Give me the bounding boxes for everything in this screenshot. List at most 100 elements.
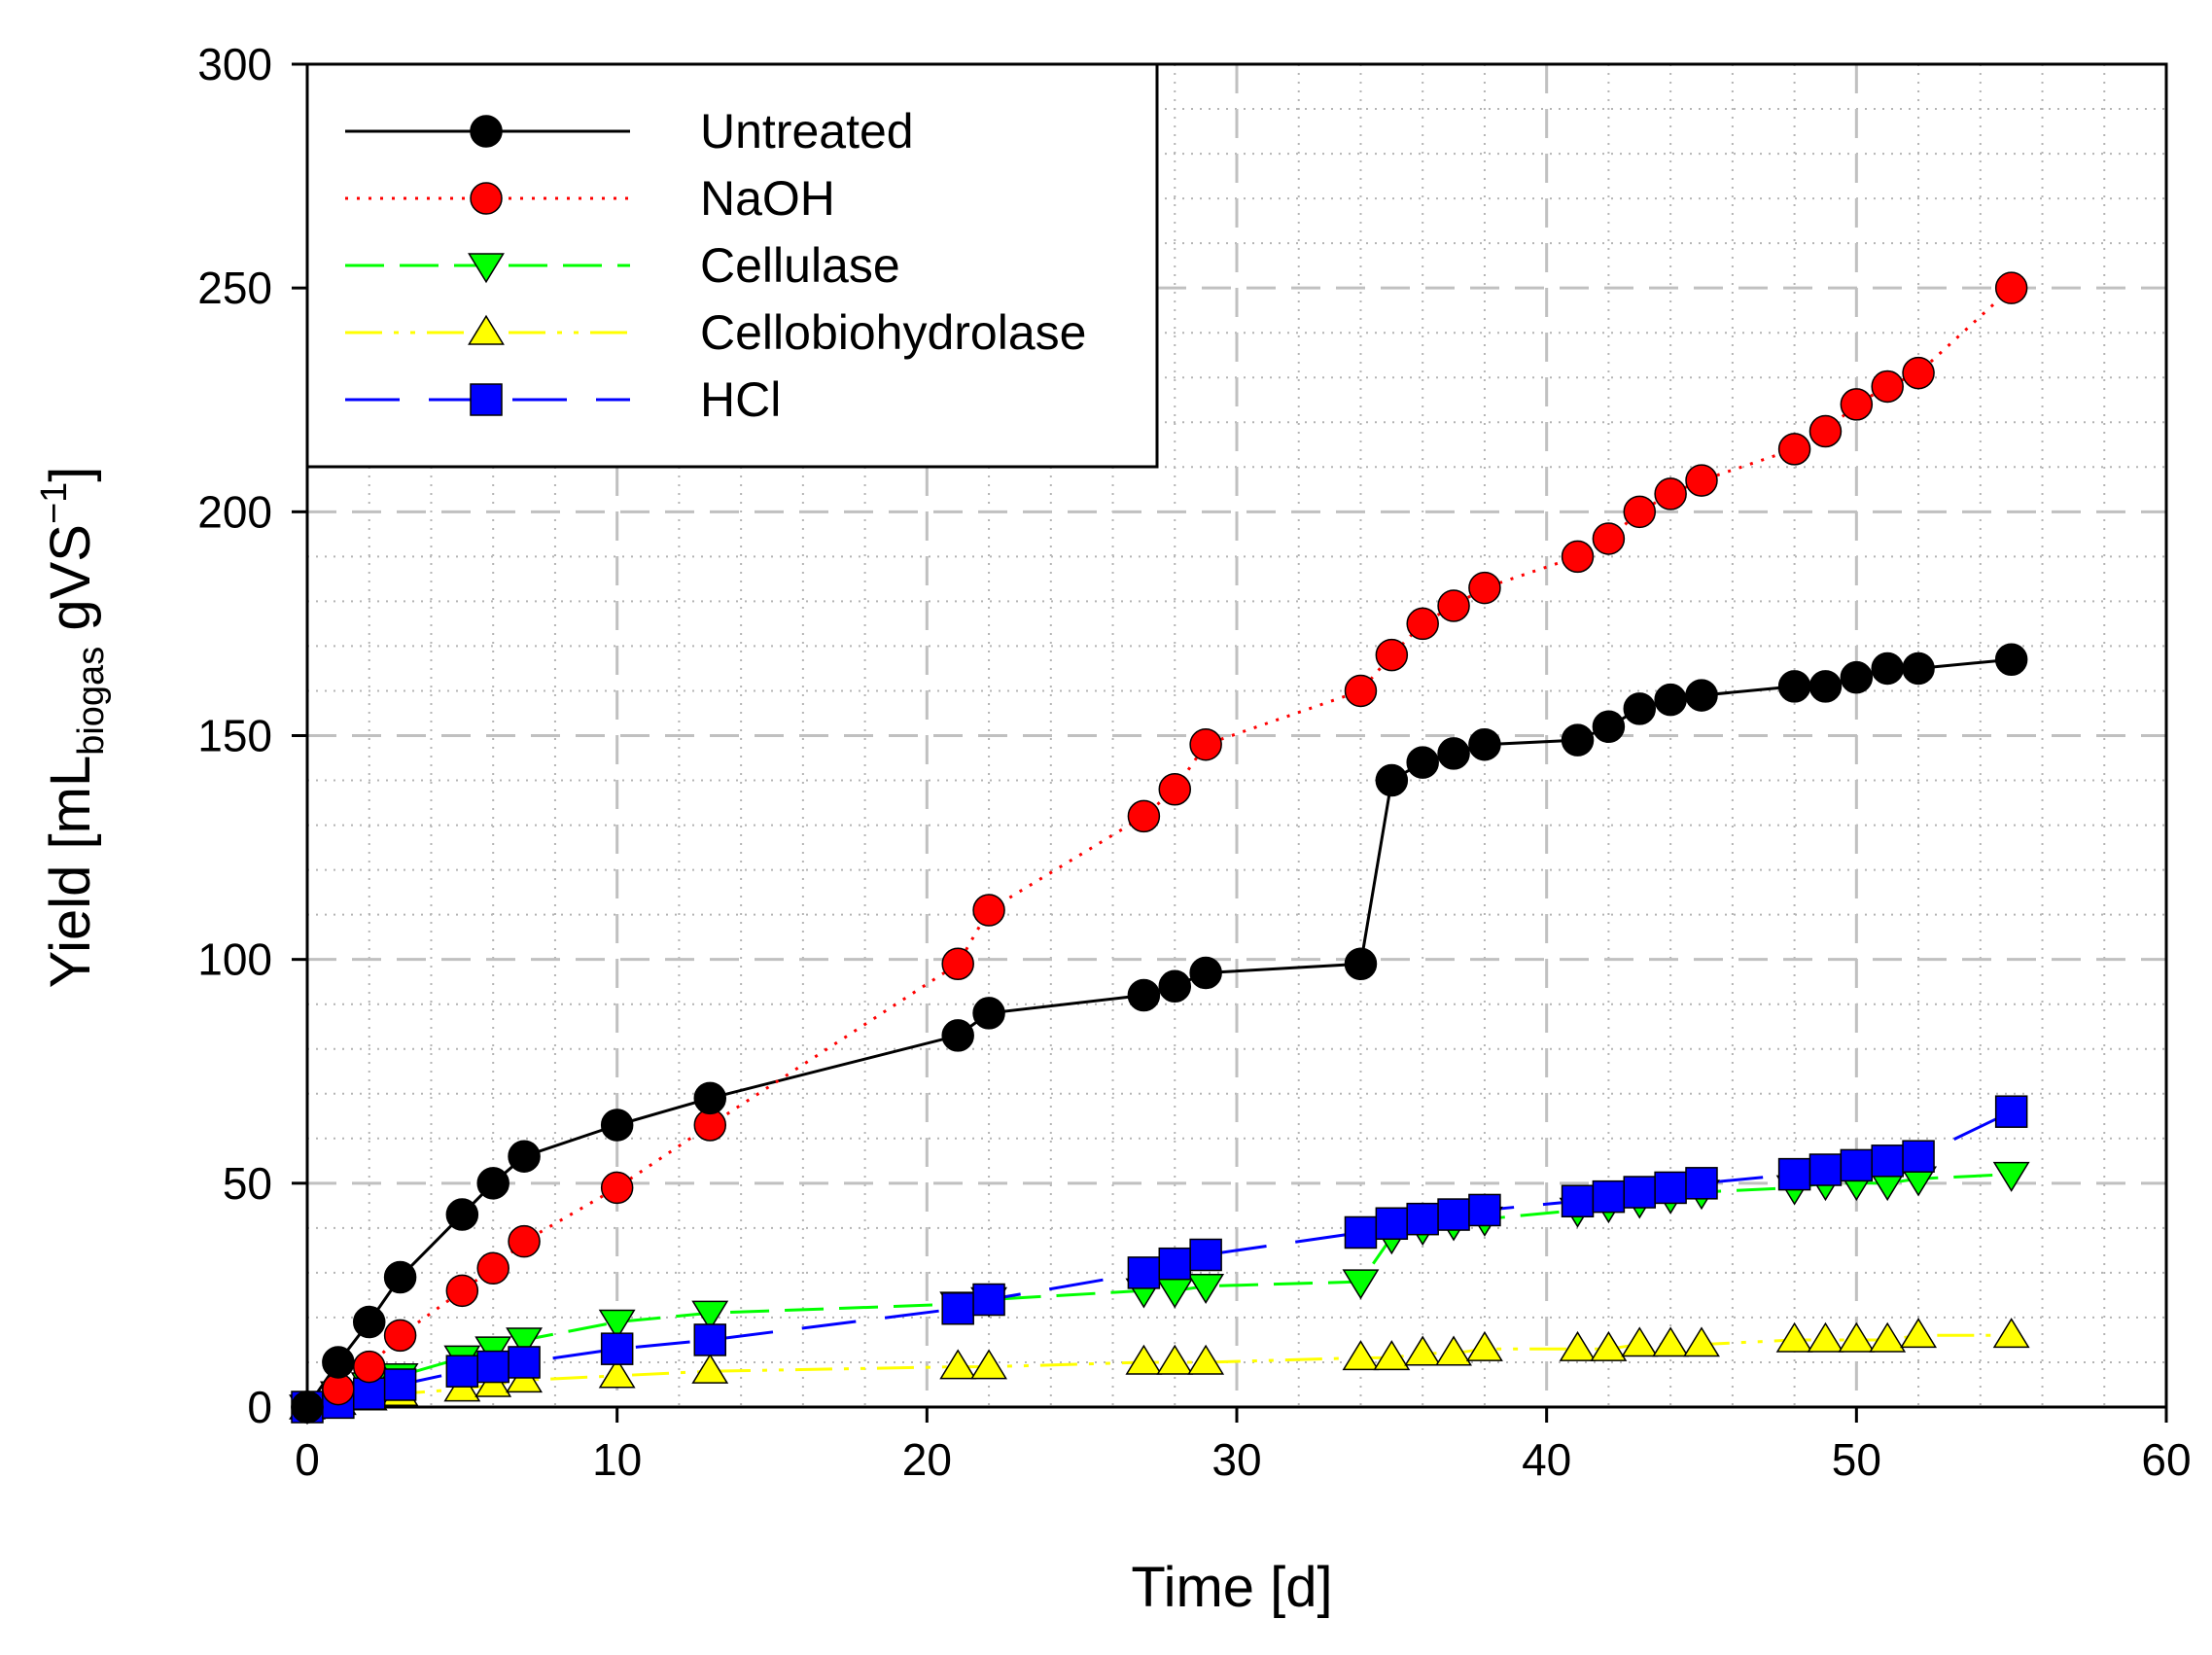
data-point-cellobiohydrolase [1590,1330,1628,1361]
data-point-hcl [1468,1193,1501,1227]
data-point-cellobiohydrolase [1404,1335,1442,1366]
data-point-untreated [1437,737,1470,770]
data-point-untreated [1468,727,1501,761]
data-point-cellulase [1342,1269,1380,1300]
data-point-cellulase [691,1300,729,1331]
data-point-naoh [600,1171,634,1205]
data-point-cellulase [1992,1161,2030,1192]
series-markers [289,271,2030,1426]
data-point-hcl [383,1368,417,1401]
data-point-untreated [1189,956,1222,990]
y-tick-label: 100 [197,934,272,985]
data-point-naoh [1840,388,1874,421]
data-point-hcl [1777,1157,1811,1191]
data-point-naoh [1406,607,1439,641]
data-point-untreated [1623,692,1657,725]
data-point-naoh [1437,589,1470,622]
legend-label-cellulase: Cellulase [700,238,900,293]
data-point-untreated [476,1167,509,1200]
data-point-cellobiohydrolase [1342,1340,1380,1371]
data-point-naoh [1375,638,1409,672]
data-point-hcl [1871,1144,1904,1178]
data-point-untreated [1344,947,1378,981]
data-point-cellobiohydrolase [1683,1326,1720,1357]
data-point-cellobiohydrolase [1992,1318,2030,1349]
data-point-hcl [1127,1256,1161,1289]
data-point-naoh [1468,571,1501,605]
axes: 0 10 20 30 40 50 60 0 50 100 150 200 250 300 [197,39,2191,1485]
x-axis-title: Time [d] [1131,1556,1332,1619]
data-point-untreated [1902,651,1935,686]
data-point-cellobiohydrolase [598,1357,636,1389]
data-point-untreated [322,1346,355,1379]
data-point-untreated [383,1260,417,1294]
data-point-hcl [508,1346,541,1379]
x-tick-label: 20 [902,1434,952,1485]
data-point-cellobiohydrolase [1435,1335,1473,1366]
legend-label-untreated: Untreated [700,104,914,158]
y-tick-label: 250 [197,263,272,313]
data-point-cellobiohydrolase [691,1353,729,1384]
data-point-untreated [1561,723,1595,757]
data-point-naoh [1561,540,1595,574]
data-point-naoh [508,1224,541,1258]
data-point-untreated [1654,683,1687,717]
data-point-cellobiohydrolase [1125,1344,1163,1375]
data-point-untreated [352,1305,386,1339]
data-point-untreated [445,1198,479,1231]
data-point-hcl [941,1291,974,1325]
data-point-hcl [1158,1247,1192,1281]
data-point-hcl [600,1332,634,1365]
data-point-untreated [1994,643,2028,676]
data-point-naoh [1592,522,1626,555]
data-point-untreated [1406,746,1439,779]
data-point-hcl [1654,1171,1687,1205]
data-point-untreated [1127,978,1161,1012]
data-point-untreated [1375,763,1409,797]
data-point-naoh [1654,477,1687,511]
data-point-untreated [693,1081,727,1115]
legend-label-naoh: NaOH [700,171,835,226]
data-point-untreated [1592,710,1626,744]
data-point-naoh [1777,433,1811,466]
data-point-hcl [1406,1202,1439,1236]
data-point-untreated [941,1019,974,1052]
data-point-naoh [1623,495,1657,529]
data-point-naoh [476,1251,509,1285]
data-point-hcl [1344,1215,1378,1250]
data-point-naoh [1994,271,2028,304]
y-tick-label: 200 [197,486,272,537]
data-point-untreated [972,997,1005,1030]
legend: Untreated NaOH Cellulase Cellobiohydrolase H… [305,62,1159,469]
data-point-naoh [1902,356,1935,390]
legend-marker-untreated [470,115,503,148]
data-point-cellobiohydrolase [1156,1344,1194,1375]
data-point-untreated [1777,670,1811,703]
data-point-cellulase [506,1327,544,1358]
data-point-naoh [383,1319,417,1353]
y-axis-title-superscript: −1 [34,482,75,524]
data-point-untreated [1685,679,1718,712]
data-point-hcl [1623,1176,1657,1209]
y-axis-title-middle: gVS [39,524,102,647]
y-axis-title-main: Yield [mL [39,756,102,989]
x-tick-label: 0 [295,1434,320,1485]
data-point-hcl [1592,1180,1626,1214]
y-tick-label: 50 [223,1158,272,1209]
data-point-untreated [1840,660,1874,694]
data-point-hcl [693,1323,727,1356]
data-point-cellobiohydrolase [1187,1344,1225,1375]
data-point-cellobiohydrolase [939,1349,977,1380]
data-point-hcl [1685,1167,1718,1200]
legend-label-hcl: HCl [700,372,781,427]
data-point-naoh [1808,414,1843,448]
y-tick-label: 150 [197,711,272,761]
data-point-hcl [1808,1153,1843,1186]
data-point-cellobiohydrolase [1559,1330,1597,1361]
y-tick-label: 0 [247,1382,272,1432]
legend-marker-naoh [470,182,503,215]
x-tick-label: 50 [1832,1434,1881,1485]
legend-marker-hcl [470,383,503,416]
data-point-cellobiohydrolase [1900,1318,1938,1349]
data-point-cellobiohydrolase [1807,1321,1844,1353]
